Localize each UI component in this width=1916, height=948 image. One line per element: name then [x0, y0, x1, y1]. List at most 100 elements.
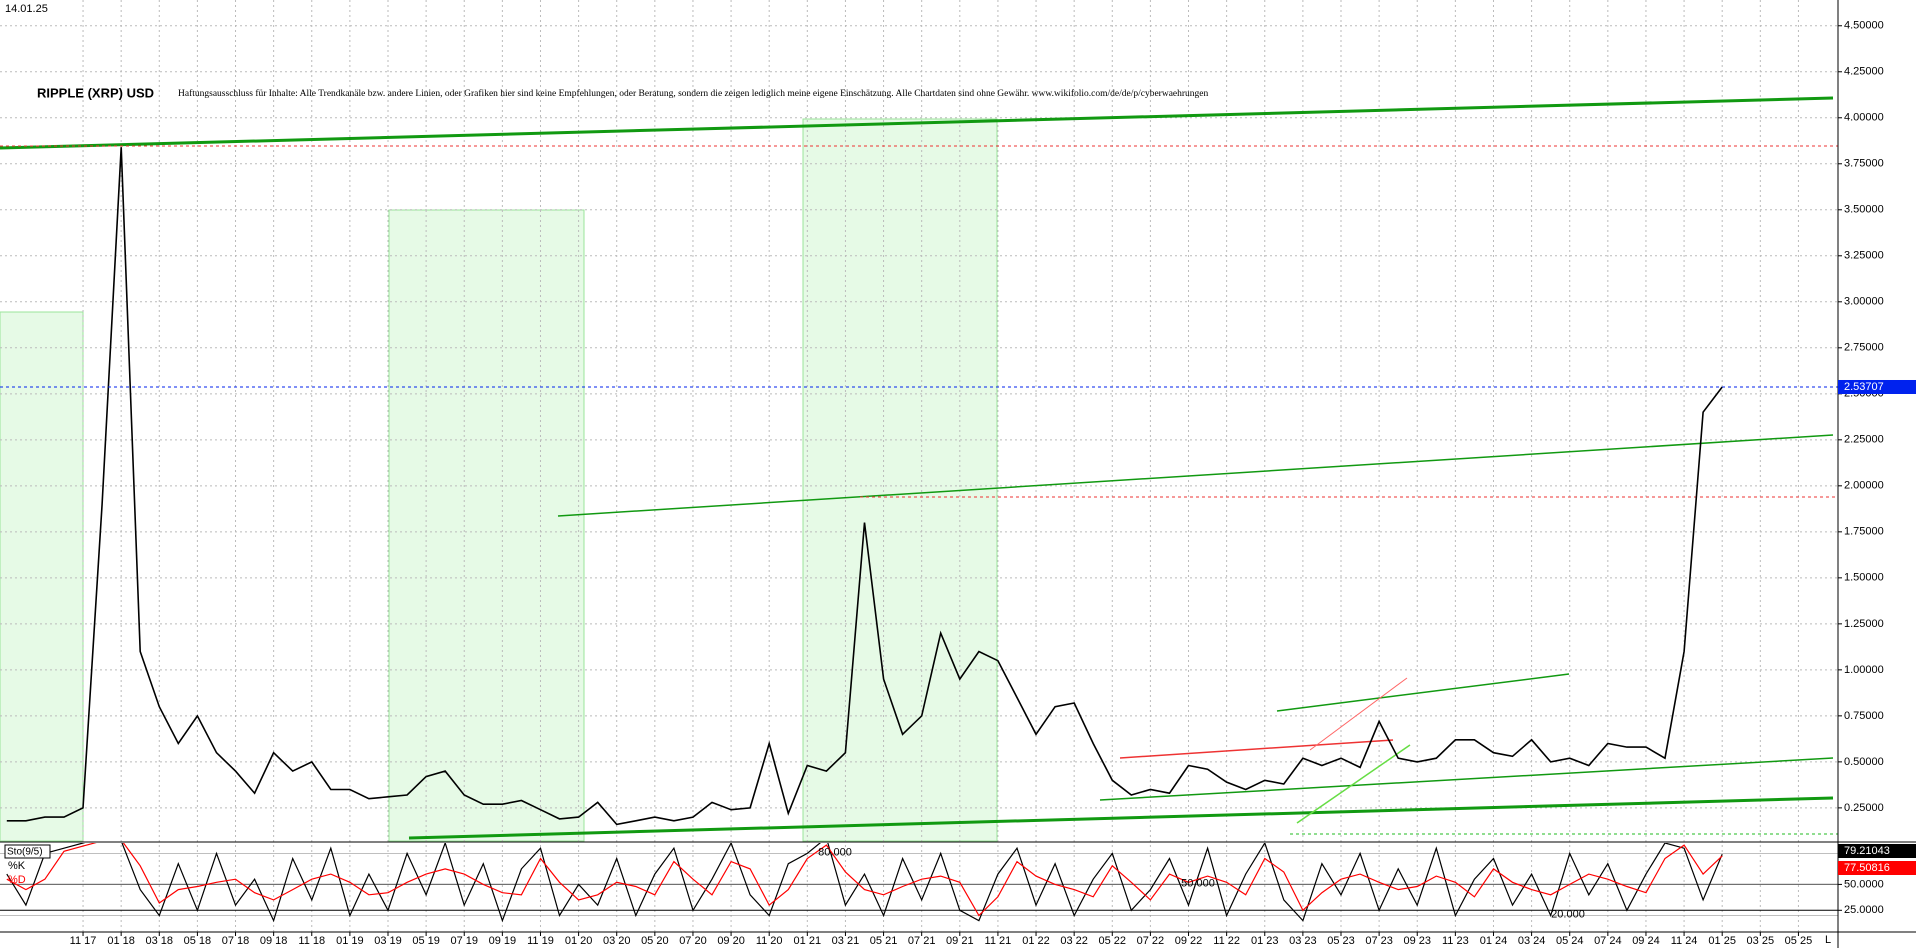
grid	[0, 0, 1838, 932]
y-tick-label: 0.75000	[1844, 710, 1884, 722]
x-tick-label: 11 20	[756, 935, 783, 947]
x-tick-label: 03 19	[374, 935, 402, 947]
x-tick-label: 11 24	[1671, 935, 1698, 947]
trend-line	[1296, 744, 1411, 824]
y-tick-label: 1.00000	[1844, 664, 1884, 676]
price-tag-label: 79.21043	[1844, 845, 1890, 857]
zone	[0, 311, 84, 842]
y-tick-label: 1.25000	[1844, 618, 1884, 630]
x-tick-label: 05 23	[1327, 935, 1355, 947]
x-tick-label: 05 19	[412, 935, 440, 947]
x-tick-label: 11 18	[298, 935, 325, 947]
trend-line	[408, 796, 1834, 840]
x-tick-label: 09 19	[489, 935, 517, 947]
y-tick-label: 3.50000	[1844, 204, 1884, 216]
x-tick-label: 01 21	[794, 935, 822, 947]
x-tick-label: 09 21	[946, 935, 974, 947]
disclaimer: Haftungsausschluss für Inhalte: Alle Tre…	[178, 88, 1209, 99]
trend-line	[0, 96, 1834, 150]
x-tick-label: 03 22	[1060, 935, 1088, 947]
trend-line	[557, 434, 1834, 517]
y-tick-label: 1.75000	[1844, 526, 1884, 538]
x-tick-label: 01 20	[565, 935, 593, 947]
x-tick-label: 05 24	[1556, 935, 1584, 947]
x-tick-label: 07 21	[908, 935, 936, 947]
x-tick-label: 01 23	[1251, 935, 1279, 947]
x-tick-label: 11 19	[527, 935, 554, 947]
y-tick-label: 0.25000	[1844, 802, 1884, 814]
x-tick-label: 05 20	[641, 935, 669, 947]
x-tick-label: 09 20	[717, 935, 745, 947]
indicator-box	[4, 844, 51, 859]
x-tick-label: 05 21	[870, 935, 898, 947]
y-tick-label: 3.00000	[1844, 296, 1884, 308]
zone	[388, 209, 585, 842]
x-tick-label: 01 25	[1708, 935, 1736, 947]
y-tick-label: 4.25000	[1844, 66, 1884, 78]
chart-title: RIPPLE (XRP) USD	[37, 85, 154, 100]
x-tick-label: 01 24	[1480, 935, 1508, 947]
y-tick-label: 4.00000	[1844, 112, 1884, 124]
x-tick-label: 07 24	[1594, 935, 1622, 947]
x-tick-label: 01 19	[336, 935, 364, 947]
series-line	[6, 843, 1723, 923]
x-tick-label: 09 24	[1632, 935, 1660, 947]
x-tick-label: 07 20	[679, 935, 707, 947]
y-tick-label: 25.0000	[1844, 904, 1884, 916]
trend-line	[1309, 677, 1408, 751]
x-tick-label: 01 18	[107, 935, 135, 947]
trend-lines	[0, 96, 1838, 840]
x-tick-label: 07 23	[1365, 935, 1393, 947]
x-tick-label: 11 22	[1213, 935, 1240, 947]
x-tick-label: 07 19	[450, 935, 478, 947]
trend-line	[1276, 673, 1570, 712]
x-tick-label: 09 22	[1175, 935, 1203, 947]
x-tick-label: 03 24	[1518, 935, 1546, 947]
y-tick-label: 0.50000	[1844, 756, 1884, 768]
x-tick-label: 03 23	[1289, 935, 1317, 947]
x-tick-label: 05 25	[1785, 935, 1813, 947]
legend-entry: %K	[8, 860, 26, 872]
trend-line	[1119, 739, 1394, 759]
price-tag	[1838, 379, 1916, 394]
indicator-title: Sto(9/5)	[7, 847, 43, 858]
level-label: 80.000	[818, 846, 852, 858]
corner-label: L	[1825, 934, 1831, 946]
level-label: 50.000	[1181, 877, 1215, 889]
y-tick-label: 2.00000	[1844, 480, 1884, 492]
zones	[0, 118, 998, 842]
price-tag	[1838, 861, 1916, 875]
level-label: 20.000	[1551, 908, 1585, 920]
legend-entry: %D	[8, 874, 26, 886]
x-tick-label: 01 22	[1022, 935, 1050, 947]
x-tick-label: 03 18	[146, 935, 174, 947]
price-tag-label: 2.53707	[1844, 381, 1884, 393]
x-tick-label: 03 25	[1747, 935, 1775, 947]
series-line	[6, 843, 1723, 917]
plot	[0, 147, 1838, 923]
trend-line	[1099, 757, 1834, 801]
x-tick-label: 03 20	[603, 935, 631, 947]
y-tick-label: 2.25000	[1844, 434, 1884, 446]
y-tick-label: 1.50000	[1844, 572, 1884, 584]
x-tick-label: 09 18	[260, 935, 288, 947]
price-tag	[1838, 844, 1916, 858]
x-tick-label: 07 22	[1137, 935, 1165, 947]
series-line	[6, 147, 1723, 826]
x-tick-label: 11 17	[70, 935, 97, 947]
x-tick-label: 07 18	[222, 935, 250, 947]
date: 14.01.25	[5, 3, 48, 15]
price-tag-label: 77.50816	[1844, 862, 1890, 874]
x-tick-label: 03 21	[832, 935, 860, 947]
x-tick-label: 09 23	[1403, 935, 1431, 947]
x-tick-label: 05 18	[184, 935, 212, 947]
y-tick-label: 50.0000	[1844, 878, 1884, 890]
y-tick-label: 3.25000	[1844, 250, 1884, 262]
y-tick-label: 4.50000	[1844, 20, 1884, 32]
x-tick-label: 11 21	[985, 935, 1012, 947]
y-tick-label: 2.75000	[1844, 342, 1884, 354]
x-tick-label: 11 23	[1442, 935, 1469, 947]
x-tick-label: 05 22	[1099, 935, 1127, 947]
